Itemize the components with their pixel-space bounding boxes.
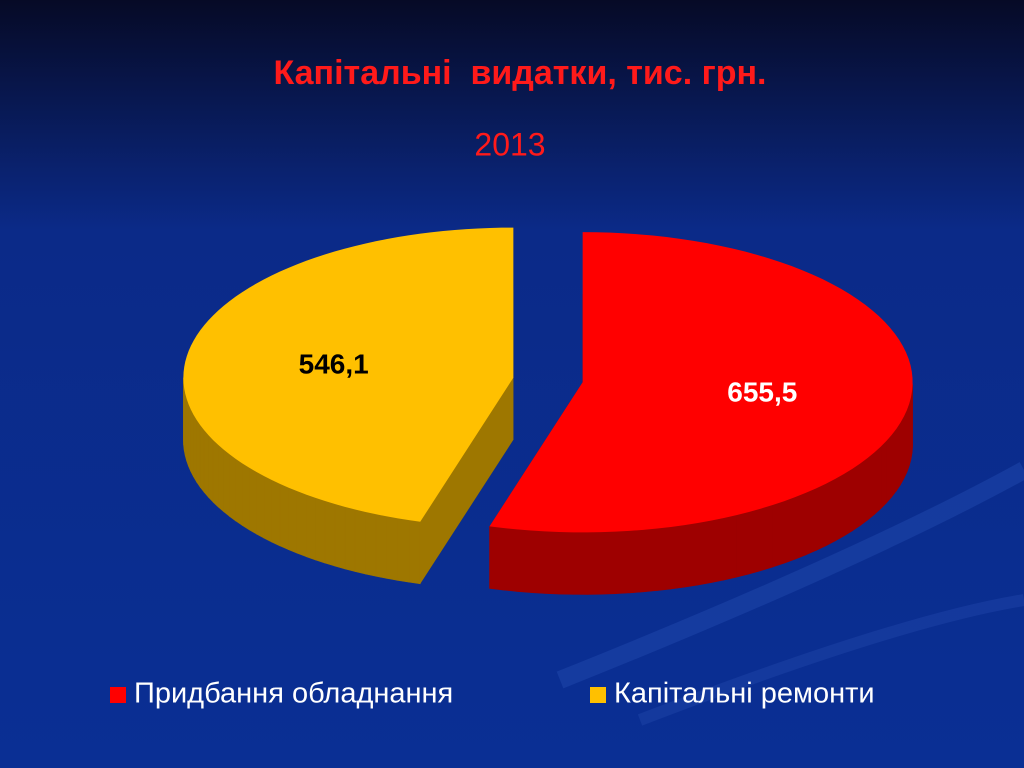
pie-side	[188, 404, 192, 472]
pie-side	[212, 439, 219, 508]
pie-side	[896, 421, 901, 492]
pie-side	[203, 429, 209, 498]
pie-side	[572, 532, 588, 595]
data-label: 546,1	[299, 348, 369, 379]
pie-side	[397, 518, 410, 583]
pie-side	[558, 531, 574, 595]
pie-side	[697, 520, 712, 586]
pie-side	[263, 475, 273, 543]
pie-side	[217, 444, 224, 513]
pie-side	[241, 462, 250, 531]
pie-side	[670, 524, 685, 590]
pie-side	[684, 522, 699, 588]
pie-top	[489, 232, 913, 533]
pie-side	[305, 494, 316, 561]
legend-label: Капітальні ремонти	[614, 678, 875, 710]
pie-side	[891, 427, 897, 498]
pie-side	[615, 530, 630, 594]
legend-swatch	[590, 687, 606, 703]
chart-subtitle: 2013	[474, 126, 545, 162]
pie-side	[544, 531, 560, 595]
pie-side	[900, 415, 905, 486]
pie-side	[375, 513, 388, 579]
pie-side	[601, 531, 616, 595]
pie-side	[815, 483, 827, 551]
pie-side	[193, 413, 197, 484]
pie-side	[710, 517, 725, 583]
pie-side	[723, 514, 737, 581]
pie-side	[386, 516, 399, 581]
pie-side	[208, 434, 214, 503]
pie-side	[852, 462, 861, 532]
pie-side	[196, 419, 201, 489]
pie-side	[229, 453, 236, 522]
pie-side	[903, 409, 908, 479]
decor-swoosh	[556, 462, 1024, 689]
decor-swoosh	[637, 594, 1024, 726]
pie-side	[843, 468, 853, 537]
pie-side	[772, 500, 785, 568]
pie-side	[334, 503, 346, 570]
pie-side	[256, 471, 265, 539]
data-label: 655,5	[727, 376, 797, 407]
pie-side	[736, 511, 750, 578]
pie-side	[586, 531, 602, 595]
pie-side	[324, 500, 336, 567]
pie-side	[344, 506, 356, 572]
pie-side	[279, 483, 289, 551]
pie-side	[190, 409, 194, 477]
pie-side	[859, 457, 868, 527]
pie-side	[248, 467, 257, 535]
pie-side	[288, 487, 298, 554]
pie-side	[874, 445, 882, 516]
pie-side	[502, 527, 518, 592]
pie-side	[880, 440, 887, 510]
pie-side	[783, 496, 796, 564]
pie-side	[867, 451, 875, 521]
pie-side	[315, 497, 326, 564]
pie-side	[643, 528, 658, 593]
pie-side	[408, 519, 421, 585]
pie-side	[825, 478, 836, 547]
chart-title: Капітальні видатки, тис. грн.	[273, 54, 766, 92]
pie-side	[489, 525, 504, 591]
pie-side	[271, 479, 281, 547]
pie-side	[656, 526, 672, 591]
pie-side	[296, 490, 307, 558]
pie-side	[794, 492, 807, 560]
pie-side	[354, 509, 366, 575]
pie-side	[235, 458, 243, 526]
legend-label: Придбання обладнання	[134, 678, 453, 710]
pie-cut-face	[420, 377, 514, 584]
pie-side	[906, 403, 910, 473]
pie-side	[629, 529, 644, 594]
pie-side	[199, 424, 205, 494]
pie-slice	[489, 232, 913, 595]
pie-side	[516, 529, 532, 593]
pie-side	[748, 508, 762, 575]
pie-slice	[183, 227, 514, 585]
pie-side	[365, 511, 377, 577]
pie-side	[760, 504, 773, 572]
pie-side	[530, 530, 546, 594]
pie-side	[886, 433, 893, 504]
pie-side	[834, 473, 845, 542]
pie-side	[805, 488, 817, 556]
legend-swatch	[110, 687, 126, 703]
pie-side	[223, 449, 230, 517]
pie-top	[183, 227, 514, 522]
